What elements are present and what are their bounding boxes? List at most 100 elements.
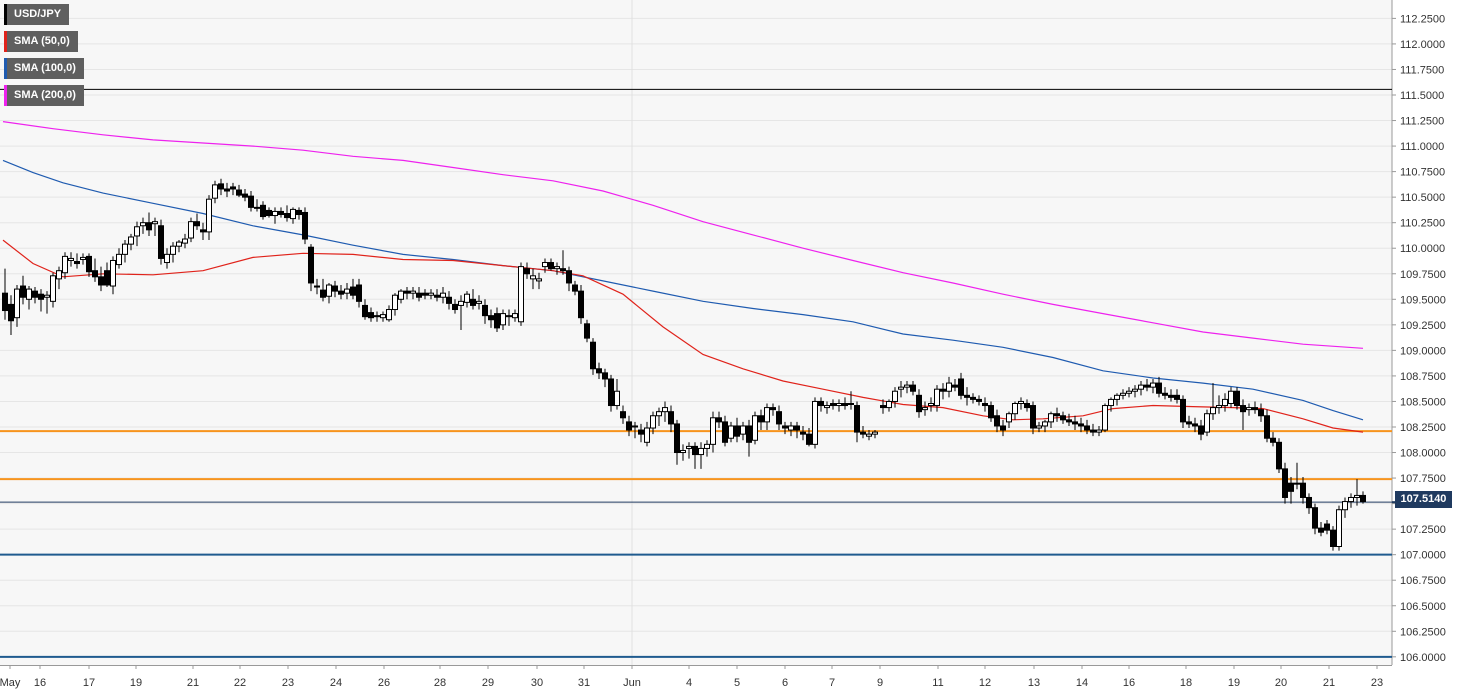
- candle: [128, 233, 134, 251]
- candle-body: [818, 400, 824, 407]
- candle: [134, 221, 140, 247]
- candle-body: [512, 313, 518, 319]
- candle-body: [356, 284, 362, 302]
- candle-body: [1144, 384, 1150, 388]
- candle-body: [188, 221, 194, 239]
- candle: [374, 311, 380, 322]
- candle: [692, 442, 698, 469]
- candle: [482, 299, 488, 324]
- candle: [1270, 432, 1276, 447]
- candle-body: [284, 212, 290, 219]
- candle: [446, 291, 452, 310]
- candle: [1114, 393, 1120, 406]
- candle: [1108, 397, 1114, 412]
- legend-item-sma100[interactable]: SMA (100,0): [4, 58, 84, 79]
- candle: [290, 207, 296, 224]
- candle-body: [1060, 415, 1066, 421]
- candle-body: [734, 425, 740, 437]
- candle: [368, 307, 374, 322]
- candle: [848, 391, 854, 410]
- candle-body: [320, 289, 326, 298]
- candle-body: [994, 415, 1000, 427]
- candle-body: [946, 382, 952, 392]
- candle-body: [380, 314, 386, 319]
- candle: [958, 372, 964, 400]
- candle: [1300, 477, 1306, 504]
- candle: [1306, 493, 1312, 514]
- x-tick-label: 11: [932, 677, 943, 689]
- candle-body: [524, 268, 530, 275]
- candle: [1282, 462, 1288, 504]
- candle: [146, 212, 152, 236]
- legend-item-sma50[interactable]: SMA (50,0): [4, 31, 78, 52]
- candle-body: [940, 388, 946, 392]
- candle-body: [1282, 468, 1288, 498]
- candle-body: [92, 270, 98, 278]
- candle-body: [428, 292, 434, 296]
- candle-body: [452, 303, 458, 311]
- candle: [1090, 423, 1096, 437]
- candle: [194, 213, 200, 230]
- candle: [152, 217, 158, 236]
- candle-body: [164, 253, 170, 264]
- candle: [1234, 387, 1240, 410]
- candle-body: [928, 402, 934, 407]
- candle-body: [254, 206, 260, 209]
- candle: [230, 182, 236, 196]
- candle-body: [122, 243, 128, 255]
- candle: [14, 285, 20, 327]
- candle: [842, 397, 848, 410]
- legend-item-sma200[interactable]: SMA (200,0): [4, 85, 84, 106]
- candle: [1078, 417, 1084, 433]
- candle: [200, 222, 206, 241]
- x-tick-label: 21: [1323, 677, 1335, 689]
- candle: [416, 287, 422, 302]
- y-tick-label: 106.5000: [1400, 601, 1446, 613]
- candle-body: [866, 433, 872, 437]
- candle-body: [272, 210, 278, 217]
- candle: [988, 401, 994, 422]
- candle: [254, 199, 260, 212]
- candle-body: [1360, 494, 1366, 503]
- candle: [554, 262, 560, 275]
- candle-body: [1066, 419, 1072, 423]
- candle: [824, 401, 830, 414]
- candle-body: [86, 255, 92, 273]
- candle: [632, 421, 638, 439]
- x-tick-label: 18: [1180, 677, 1192, 689]
- candle: [1084, 419, 1090, 435]
- candle: [50, 272, 56, 308]
- candle-body: [494, 313, 500, 329]
- y-tick-label: 109.5000: [1400, 294, 1446, 306]
- candle: [1204, 409, 1210, 437]
- candle-body: [668, 411, 674, 425]
- candle-body: [698, 447, 704, 456]
- x-tick-label: 20: [1275, 677, 1287, 689]
- candle: [1276, 438, 1282, 473]
- candle: [704, 440, 710, 457]
- candle: [698, 442, 704, 469]
- candle-body: [1204, 413, 1210, 433]
- candle-body: [1180, 398, 1186, 423]
- candle: [758, 409, 764, 431]
- candle: [710, 411, 716, 453]
- candle: [1018, 397, 1024, 410]
- sma-50-line: [2, 239, 1364, 433]
- candle-body: [728, 425, 734, 439]
- candle: [518, 262, 524, 326]
- candle: [830, 399, 836, 410]
- candle-body: [278, 210, 284, 216]
- candle-body: [1054, 413, 1060, 417]
- candle: [362, 299, 368, 320]
- candle-body: [1234, 390, 1240, 407]
- candle-body: [440, 292, 446, 298]
- candle-body: [1222, 398, 1228, 407]
- candle: [452, 299, 458, 314]
- candle-body: [44, 294, 50, 298]
- candle-body: [506, 315, 512, 318]
- candle: [1096, 425, 1102, 437]
- candle: [650, 411, 656, 435]
- legend-item-usdjpy[interactable]: USD/JPY: [4, 4, 70, 25]
